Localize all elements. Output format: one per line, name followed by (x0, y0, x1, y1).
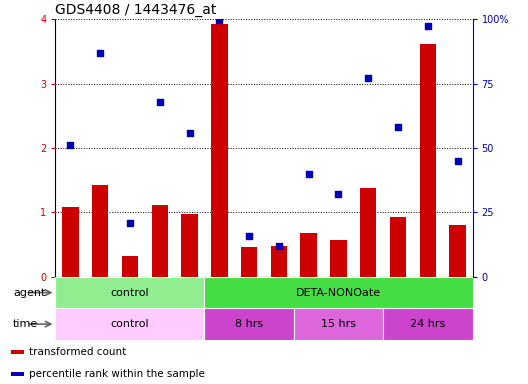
Bar (62, 207, 79, 277)
Bar (449, 225, 466, 277)
Text: control: control (110, 288, 149, 298)
Text: 8 hrs: 8 hrs (235, 319, 263, 329)
Bar (152, 205, 168, 277)
Bar (55, 277, 204, 308)
Bar (55, 308, 204, 340)
Bar (122, 256, 138, 277)
Point (245, 233, 253, 239)
Text: time: time (13, 319, 39, 329)
Point (66, 142, 74, 149)
Bar (360, 188, 376, 277)
Bar (300, 233, 317, 277)
Text: control: control (110, 319, 149, 329)
Bar (383, 308, 473, 340)
Point (275, 243, 283, 249)
Bar (211, 24, 228, 277)
Bar (204, 277, 473, 308)
Point (155, 99, 164, 105)
Text: DETA-NONOate: DETA-NONOate (296, 288, 381, 298)
Text: transformed count: transformed count (29, 347, 126, 357)
Text: 24 hrs: 24 hrs (410, 319, 446, 329)
Bar (204, 308, 294, 340)
Point (394, 124, 402, 131)
Point (423, 23, 432, 29)
Bar (11, 350, 24, 354)
Text: percentile rank within the sample: percentile rank within the sample (29, 369, 205, 379)
Bar (331, 240, 347, 277)
Bar (11, 372, 24, 376)
Bar (241, 247, 257, 277)
Bar (390, 217, 406, 277)
Point (334, 191, 343, 197)
Bar (271, 246, 287, 277)
Point (185, 129, 194, 136)
Bar (92, 185, 108, 277)
Point (96, 50, 105, 56)
Text: agent: agent (13, 288, 45, 298)
Point (215, 17, 223, 23)
Point (454, 158, 462, 164)
Bar (420, 44, 436, 277)
Text: GDS4408 / 1443476_at: GDS4408 / 1443476_at (55, 3, 217, 17)
Bar (294, 308, 383, 340)
Text: 15 hrs: 15 hrs (321, 319, 356, 329)
Point (364, 75, 373, 81)
Point (126, 220, 134, 226)
Point (305, 171, 313, 177)
Bar (181, 214, 197, 277)
